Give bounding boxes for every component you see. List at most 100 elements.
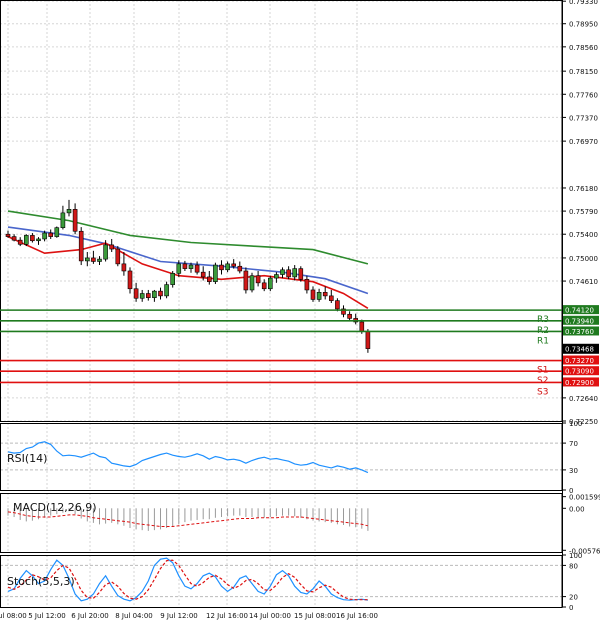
candle-body	[30, 235, 35, 242]
candle-body	[298, 268, 304, 280]
candle-body	[261, 282, 267, 290]
candle-body	[194, 264, 200, 273]
level-price-label: 0.73090	[565, 368, 594, 376]
candle-body	[91, 257, 96, 262]
candle-body	[17, 239, 23, 245]
y-tick-label: 0.75400	[569, 231, 598, 239]
stoch-y-tick-label: 80	[569, 562, 578, 570]
candle-body	[164, 284, 169, 297]
price-pane: R3R2R1S1S2S3	[0, 199, 562, 397]
candle-body	[359, 321, 365, 332]
stoch-pane	[7, 557, 368, 602]
rsi-line	[7, 441, 369, 474]
rsi-y-tick-label: 100	[569, 420, 582, 428]
candle-body	[182, 263, 188, 269]
level-price-label: 0.73940	[565, 317, 594, 325]
level-price-tag	[563, 305, 599, 315]
candle-body	[121, 263, 127, 272]
candle-body	[219, 264, 224, 271]
candle-body	[97, 258, 102, 262]
x-tick-label: 14 Jul 00:00	[249, 612, 291, 620]
stoch-main-line	[7, 557, 368, 602]
level-price-tag	[563, 366, 599, 376]
candle-body	[60, 212, 66, 228]
current-price-tag	[563, 343, 599, 354]
candle-body	[267, 277, 273, 290]
y-tick-label: 0.76970	[569, 138, 598, 146]
candle-body	[127, 270, 133, 290]
y-tick-label: 0.77370	[569, 114, 598, 122]
candle-body	[103, 244, 108, 260]
x-tick-label: 6 Jul 20:00	[71, 612, 109, 620]
candle-body	[48, 232, 54, 237]
y-tick-label: 0.77760	[569, 91, 598, 99]
rsi-y-tick-label: 70	[569, 440, 578, 448]
candle-body	[286, 269, 291, 278]
y-tick-label: 0.75790	[569, 208, 598, 216]
y-tick-label: 0.74610	[569, 278, 598, 286]
level-name-label: S2	[537, 376, 548, 386]
candle-body	[54, 227, 60, 237]
candle-body	[274, 274, 279, 279]
candle-body	[347, 313, 352, 319]
level-name-label: R1	[537, 336, 549, 346]
x-tick-label: 5 Jul 12:00	[28, 612, 66, 620]
candle-body	[158, 290, 163, 297]
x-tick-label: 16 Jul 16:00	[336, 612, 378, 620]
stoch-title: Stoch(5,5,3)	[7, 575, 75, 588]
candle-body	[280, 269, 285, 275]
level-price-label: 0.72900	[565, 379, 594, 387]
y-tick-label: 0.76180	[569, 185, 598, 193]
current-price-label: 0.73468	[565, 345, 594, 353]
level-price-label: 0.73270	[565, 357, 594, 365]
candle-body	[139, 293, 145, 299]
macd-pane	[7, 508, 369, 531]
x-tick-label: 5 Jul 08:00	[0, 612, 27, 620]
stoch-signal-line	[7, 559, 368, 601]
macd-y-tick-label: 0.00	[569, 505, 585, 513]
level-price-label: 0.73760	[565, 328, 594, 336]
candle-body	[243, 270, 249, 291]
x-tick-label: 15 Jul 08:00	[294, 612, 336, 620]
candle-body	[316, 292, 322, 300]
level-price-tag	[563, 326, 599, 336]
candle-body	[78, 230, 84, 262]
candle-body	[328, 295, 334, 301]
candle-body	[115, 248, 121, 265]
y-tick-label: 0.78150	[569, 68, 598, 76]
stoch-y-tick-label: 100	[569, 552, 582, 560]
candle-body	[310, 289, 316, 300]
candle-body	[188, 264, 194, 269]
candle-body	[133, 288, 139, 299]
candle-body	[85, 257, 90, 262]
macd-y-tick-label: -0.005765	[569, 547, 600, 555]
y-tick-label: 0.79330	[569, 0, 598, 6]
candle-body	[237, 265, 243, 272]
candle-body	[207, 276, 212, 282]
level-price-tag	[563, 377, 599, 387]
candle-body	[11, 236, 17, 241]
macd-y-tick-label: 0.001599	[569, 494, 600, 502]
level-price-tag	[563, 355, 599, 365]
macd-signal-line	[7, 511, 369, 527]
y-tick-label: 0.72250	[569, 418, 598, 426]
candle-body	[66, 209, 72, 214]
candle-body	[341, 308, 346, 315]
candle-body	[213, 264, 218, 282]
candle-body	[225, 263, 230, 271]
y-tick-label: 0.78950	[569, 21, 598, 29]
y-tick-label: 0.72640	[569, 395, 598, 403]
candle-body	[146, 293, 151, 298]
candle-body	[335, 300, 340, 310]
candle-body	[176, 263, 182, 274]
macd-title: MACD(12,26,9)	[13, 501, 97, 514]
level-name-label: S3	[537, 387, 548, 397]
y-tick-label: 0.78560	[569, 44, 598, 52]
candle-body	[200, 271, 206, 278]
candle-body	[72, 209, 78, 232]
candle-body	[42, 232, 47, 240]
candle-body	[109, 244, 114, 250]
candle-body	[23, 235, 29, 245]
